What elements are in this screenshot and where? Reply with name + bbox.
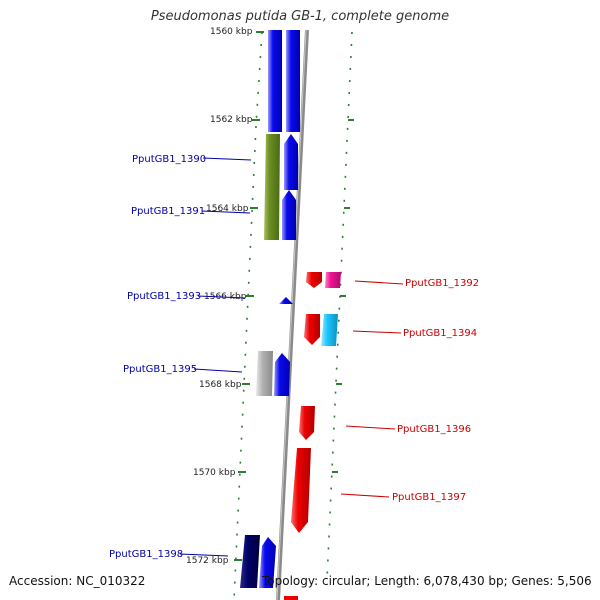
genome-stats-text: Topology: circular; Length: 6,078,430 bp…: [262, 574, 592, 588]
blue-gene-upper-left[interactable]: [268, 30, 282, 132]
genome-backbone-highlight: [276, 29, 307, 600]
leader-line: [179, 553, 229, 557]
tick-label: 1568 kbp: [199, 380, 242, 390]
right-tick-track: [326, 31, 353, 581]
leader-line: [352, 330, 402, 334]
magenta-gene-1392[interactable]: [325, 272, 341, 288]
tick-label: 1570 kbp: [193, 468, 236, 478]
dark-blue-gene-1398[interactable]: [240, 535, 260, 588]
grey-gene-1395[interactable]: [256, 351, 273, 396]
scale-ticks: 1560 kbp 1562 kbp 1564 kbp 1566 kbp 1568…: [186, 27, 354, 566]
leader-line: [202, 157, 252, 161]
reverse-strand-genes: [240, 30, 300, 588]
accession-text: Accession: NC_010322: [9, 574, 146, 588]
gene-label-1391[interactable]: PputGB1_1391: [131, 206, 205, 217]
map-title: Pseudomonas putida GB-1, complete genome: [150, 9, 450, 24]
blue-gene-1390[interactable]: [284, 134, 298, 190]
red-gene-1396[interactable]: [299, 406, 315, 440]
red-gene-1394[interactable]: [304, 314, 320, 345]
leader-line: [354, 280, 404, 285]
blue-gene-1398[interactable]: [259, 537, 276, 588]
leader-line: [201, 210, 251, 214]
leader-line: [193, 368, 243, 373]
leader-line: [197, 295, 246, 299]
reverse-gene-labels: PputGB1_1390 PputGB1_1391 PputGB1_1393 P…: [109, 154, 252, 560]
tick-label: 1562 kbp: [210, 115, 253, 125]
leader-line: [345, 425, 396, 430]
blue-gene-upper-right[interactable]: [286, 30, 300, 132]
blue-gene-1395[interactable]: [274, 353, 290, 396]
leader-line: [340, 493, 390, 498]
gene-label-1390[interactable]: PputGB1_1390: [132, 154, 206, 165]
tick-label: 1572 kbp: [186, 556, 229, 566]
tick-label: 1564 kbp: [206, 204, 249, 214]
red-gene-bottom[interactable]: [284, 596, 298, 600]
genome-backbone: [276, 29, 309, 600]
olive-gene[interactable]: [264, 134, 280, 240]
forward-strand-genes: [284, 272, 341, 600]
blue-gene-1393[interactable]: [279, 297, 293, 304]
gene-label-1397[interactable]: PputGB1_1397: [392, 492, 466, 503]
red-gene-1392[interactable]: [306, 272, 322, 288]
red-gene-1397[interactable]: [291, 448, 311, 533]
gene-label-1392[interactable]: PputGB1_1392: [405, 278, 479, 289]
gene-label-1398[interactable]: PputGB1_1398: [109, 549, 183, 560]
tick-label: 1560 kbp: [210, 27, 253, 37]
gene-label-1394[interactable]: PputGB1_1394: [403, 328, 477, 339]
gene-label-1395[interactable]: PputGB1_1395: [123, 364, 197, 375]
gene-label-1396[interactable]: PputGB1_1396: [397, 424, 471, 435]
gene-label-1393[interactable]: PputGB1_1393: [127, 291, 201, 302]
blue-gene-1391[interactable]: [282, 190, 296, 240]
forward-gene-labels: PputGB1_1392 PputGB1_1394 PputGB1_1396 P…: [340, 278, 479, 503]
cyan-gene-1394[interactable]: [321, 314, 338, 346]
